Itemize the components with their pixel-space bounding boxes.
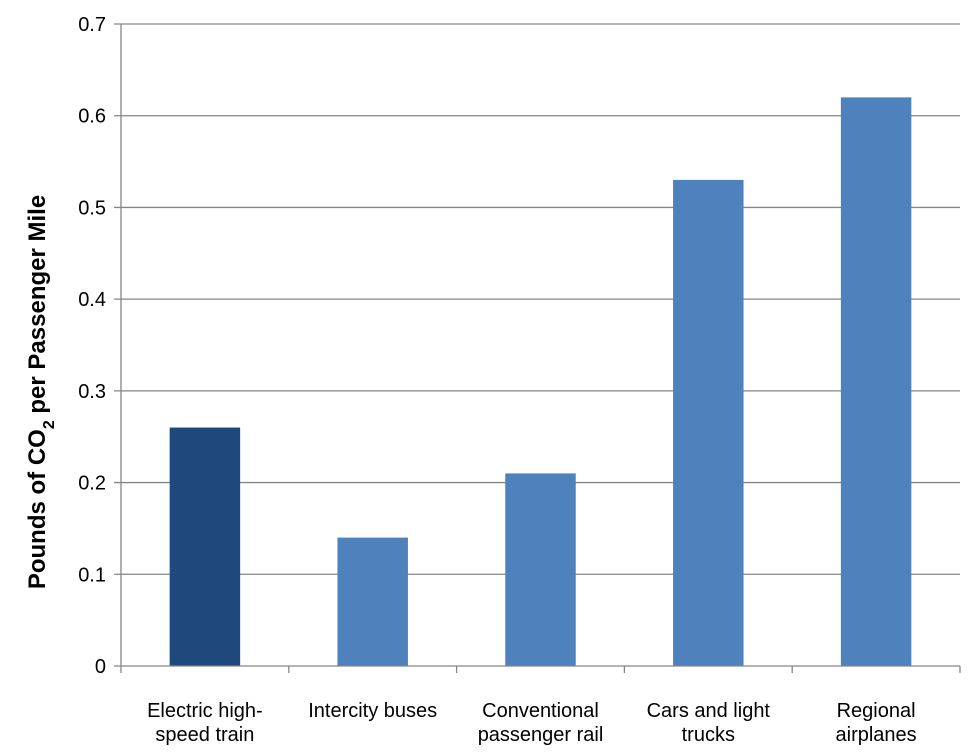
category-label: Cars and light trucks — [647, 700, 771, 746]
y-tick-label: 0.5 — [78, 197, 106, 219]
y-tick-label: 0.4 — [78, 289, 106, 311]
category-label-line: Electric high- — [147, 700, 263, 722]
y-tick-label: 0 — [95, 656, 106, 678]
bar — [337, 537, 408, 666]
bar — [505, 473, 576, 666]
category-label-line: Cars and light — [647, 700, 771, 722]
bars — [169, 97, 912, 666]
y-tick-label: 0.7 — [78, 14, 106, 36]
bar — [673, 179, 744, 666]
category-label-line: speed train — [155, 724, 254, 746]
y-tick-labels: 0 0.1 0.2 0.3 0.4 0.5 0.6 0.7 — [78, 14, 106, 678]
category-label: Conventional passenger rail — [478, 700, 604, 746]
category-label: Intercity buses — [308, 700, 437, 722]
gridlines — [114, 23, 960, 575]
axes — [114, 24, 961, 673]
category-label-line: Regional — [837, 700, 916, 722]
y-axis-title-subscript: 2 — [41, 420, 58, 429]
category-label-line: Conventional — [482, 700, 599, 722]
y-axis-title-suffix: per Passenger Mile — [24, 195, 51, 420]
category-label-line: trucks — [682, 724, 735, 746]
y-tick-label: 0.1 — [78, 564, 106, 586]
category-label: Regional airplanes — [836, 700, 917, 746]
category-label-line: airplanes — [836, 724, 917, 746]
category-label-line: passenger rail — [478, 724, 604, 746]
bar — [840, 97, 912, 666]
y-tick-label: 0.3 — [78, 381, 106, 403]
y-axis-title-prefix: Pounds of CO — [24, 429, 51, 589]
y-tick-label: 0.6 — [78, 106, 106, 128]
bar — [169, 427, 241, 666]
category-labels: Electric high-speed train Intercity buses… — [147, 700, 917, 746]
y-axis-title: Pounds of CO2 per Passenger Mile — [24, 195, 58, 589]
category-label: Electric high-speed train — [147, 700, 263, 746]
y-tick-label: 0.2 — [78, 473, 106, 495]
category-label-line: Intercity buses — [308, 700, 437, 722]
